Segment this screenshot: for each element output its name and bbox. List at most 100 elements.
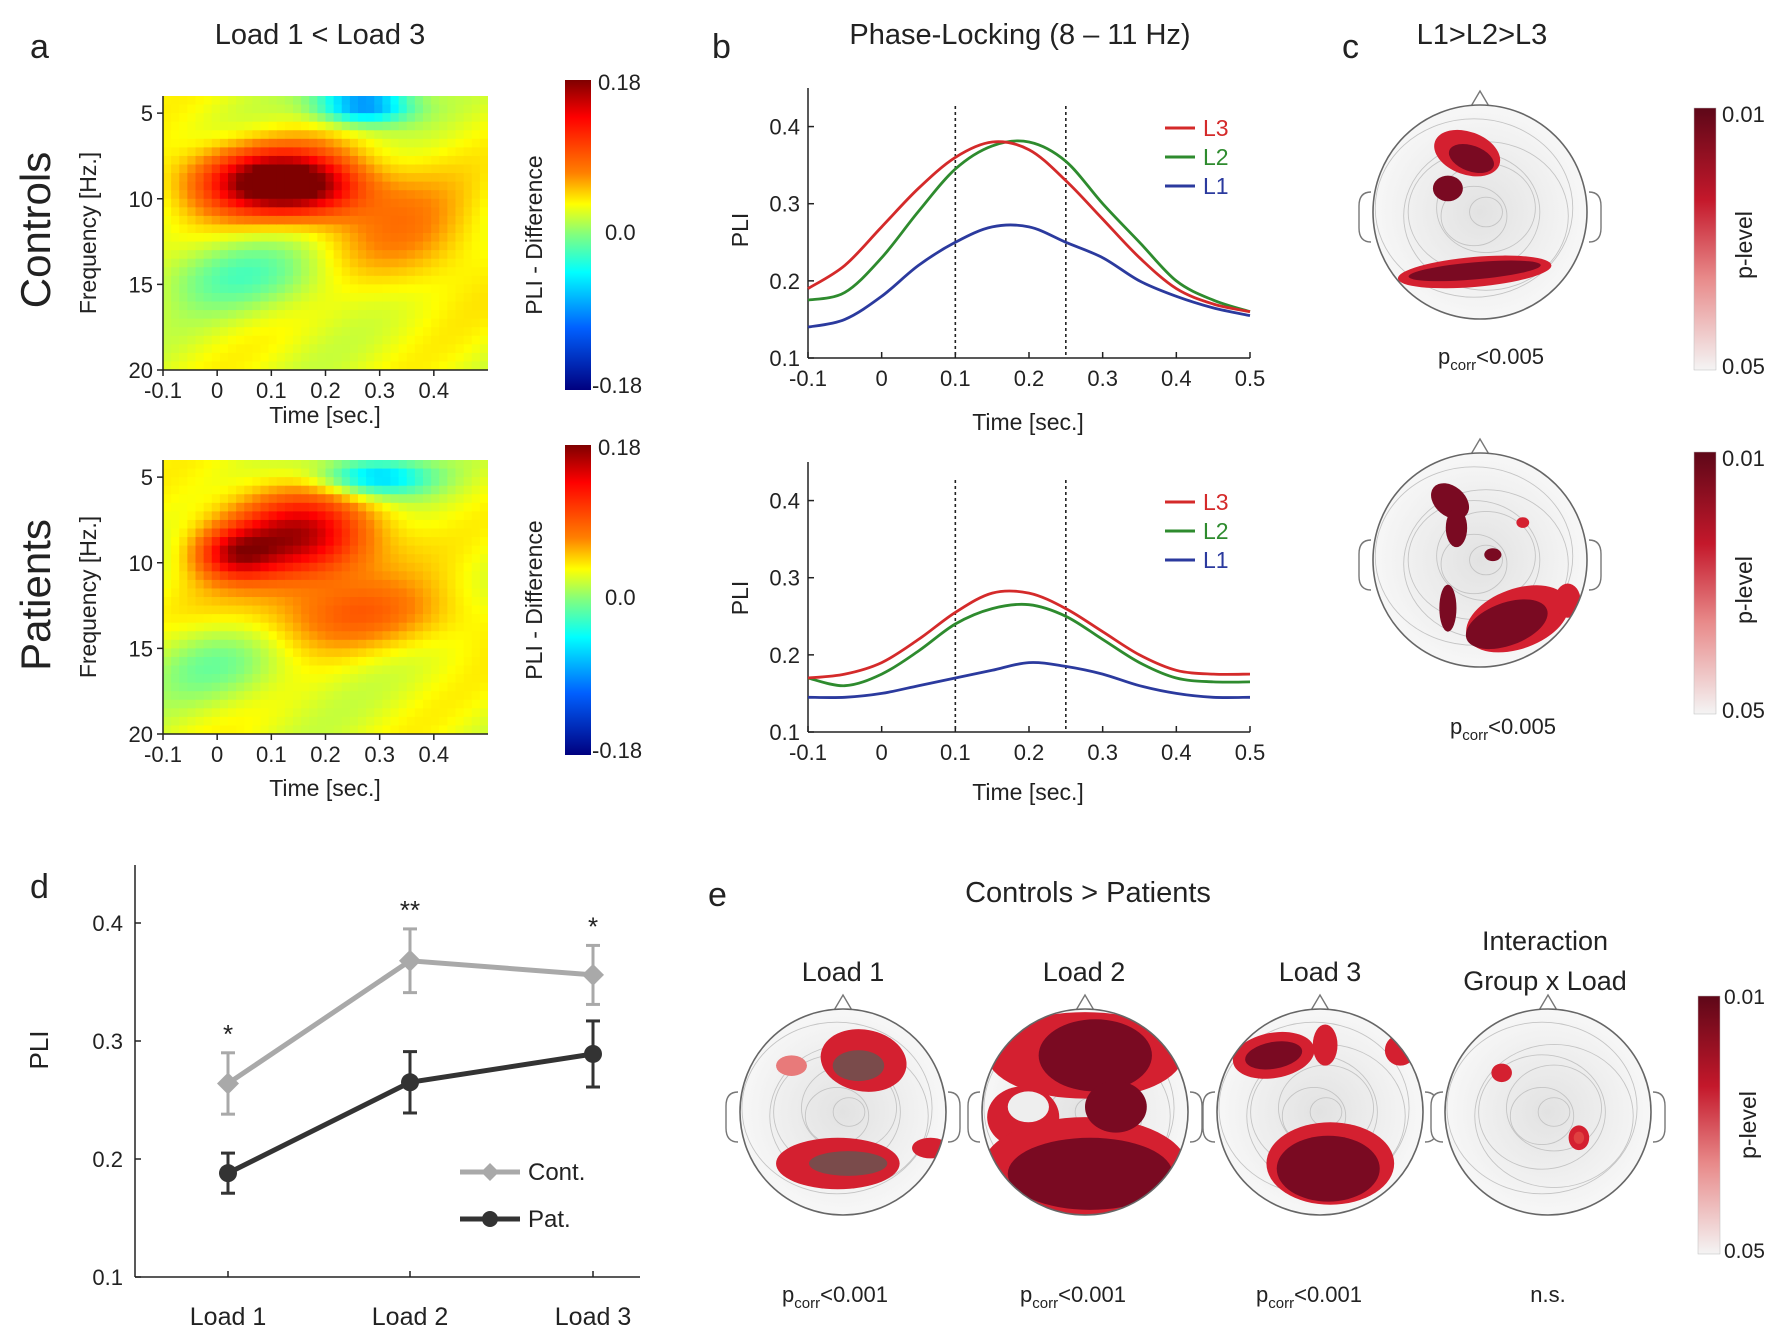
- heatmap-cell: [195, 605, 205, 615]
- topo-e-load1: [725, 993, 961, 1216]
- heatmap-cell: [333, 528, 343, 538]
- heatmap-cell: [236, 224, 245, 234]
- heatmap-cell: [171, 597, 180, 607]
- heatmap-cell: [195, 335, 205, 345]
- heatmap-cell: [171, 241, 180, 251]
- heatmap-cell: [366, 215, 375, 226]
- heatmap-cell: [431, 460, 440, 470]
- heatmap-cell: [179, 292, 188, 303]
- heatmap-cell: [284, 215, 294, 226]
- heatmap-cell: [325, 344, 335, 354]
- heatmap-cell: [333, 275, 343, 285]
- heatmap-cell: [276, 665, 286, 675]
- heatmap-cell: [455, 344, 465, 354]
- topo-e-load1-titles: Load 1: [802, 957, 885, 987]
- heatmap-cell: [163, 344, 172, 354]
- heatmap-cell: [203, 233, 213, 243]
- heatmap-cell: [374, 562, 383, 572]
- heatmap-cell: [163, 275, 172, 285]
- heatmap-cell: [406, 708, 416, 718]
- heatmap-cell: [414, 656, 424, 667]
- heatmap-cell: [219, 579, 229, 590]
- heatmap-cell: [374, 96, 383, 106]
- heatmap-cell: [455, 327, 465, 337]
- heatmap-cell: [341, 190, 351, 200]
- heatmap-cell: [374, 241, 383, 251]
- series-line-l1: [807, 661, 1251, 699]
- heatmap-cell: [349, 716, 359, 727]
- topo-significance-blob: [832, 1050, 885, 1082]
- heatmap-cell: [171, 648, 180, 658]
- heatmap-cell: [268, 519, 278, 530]
- heatmap-cell: [195, 258, 205, 268]
- heatmap-cell: [479, 361, 488, 370]
- heatmap-cell: [203, 327, 213, 337]
- heatmap-cell: [293, 708, 302, 718]
- heatmap-cell: [203, 537, 213, 547]
- heatmap-cell: [374, 631, 383, 641]
- heatmap-cell: [252, 250, 262, 260]
- heatmap-cell: [447, 468, 457, 478]
- heatmap-cell: [439, 691, 448, 701]
- heatmap-cell: [276, 164, 286, 174]
- heatmap-cell: [317, 258, 327, 268]
- heatmap-cell: [431, 327, 440, 337]
- heatmap-cell: [179, 656, 188, 667]
- heatmap-cell: [236, 361, 245, 370]
- heatmap-cell: [309, 588, 318, 598]
- heatmap-cell: [479, 104, 488, 114]
- heatmap-cell: [382, 104, 392, 114]
- heatmap-cell: [195, 233, 205, 243]
- heatmap-cell: [471, 511, 481, 521]
- heatmap-cell: [455, 104, 465, 114]
- heatmap-cell: [349, 241, 359, 251]
- heatmap-cell: [414, 344, 424, 354]
- heatmap-cell: [179, 562, 188, 572]
- heatmap-cell: [276, 468, 286, 478]
- heatmap-cell: [228, 485, 237, 495]
- heatmap-cell: [390, 545, 400, 555]
- heatmap-cell: [236, 96, 245, 106]
- heatmap-cell: [211, 207, 221, 217]
- heatmap-cell: [260, 605, 270, 615]
- heatmap-cell: [163, 716, 172, 727]
- heatmap-cell: [171, 639, 180, 649]
- lineplot1-ylabel: PLI: [727, 213, 753, 248]
- heatmap-cell: [244, 344, 253, 354]
- heatmap-cell: [439, 173, 448, 183]
- heatmap-cell: [171, 579, 180, 590]
- heatmap-cell: [333, 121, 343, 131]
- heatmap-cell: [366, 173, 375, 183]
- heatmap-cell: [471, 258, 481, 268]
- heatmap-cell: [260, 614, 270, 624]
- heatmap-cell: [301, 104, 310, 114]
- heatmap-cell: [236, 190, 245, 200]
- heatmap-cell: [276, 121, 286, 131]
- heatmap-cell: [163, 121, 172, 131]
- heatmap-cell: [187, 121, 197, 131]
- heatmap-cell: [284, 708, 294, 718]
- heatmap-cell: [406, 215, 416, 226]
- heatmap-cell: [228, 725, 237, 734]
- heatmap-cell: [284, 699, 294, 709]
- series-line-l1: [807, 223, 1251, 329]
- heatmap-cell: [211, 233, 221, 243]
- heatmap-cell: [414, 691, 424, 701]
- heatmap-cell: [447, 691, 457, 701]
- heatmap-cell: [252, 639, 262, 649]
- heatmap-cell: [179, 519, 188, 530]
- lineplot-xtick-label: 0: [876, 366, 888, 391]
- heatmap-cell: [463, 656, 473, 667]
- heatmap-cell: [374, 494, 383, 504]
- heatmap-cell: [179, 96, 188, 106]
- heatmap-cell: [471, 224, 481, 234]
- heatmap-cell: [439, 477, 448, 487]
- topo-right-ear: [1652, 1091, 1666, 1143]
- heatmap-cell: [325, 554, 335, 564]
- heatmap-cell: [382, 502, 392, 512]
- heatmap-cell: [349, 96, 359, 106]
- topo-significance-blob: [1572, 105, 1585, 117]
- lineplot-xtick-label: -0.1: [789, 366, 827, 391]
- heatmap-cell: [252, 725, 262, 734]
- heatmap-cell: [301, 622, 310, 632]
